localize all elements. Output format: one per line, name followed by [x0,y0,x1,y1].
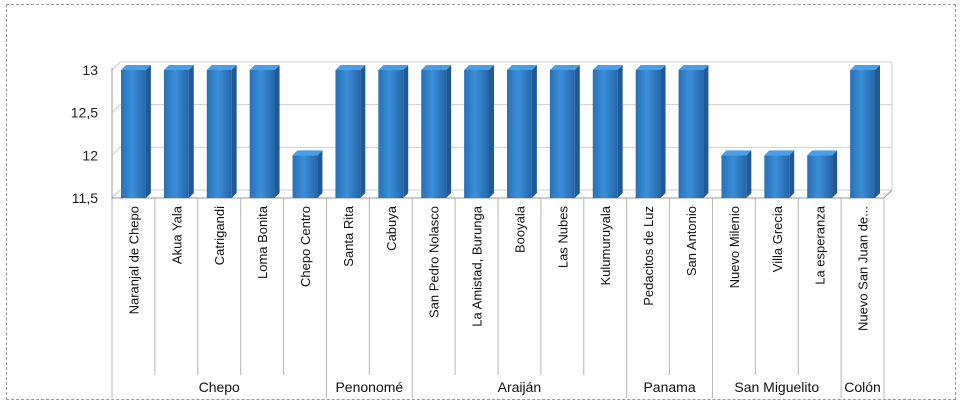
bar-side [145,65,151,198]
bar-top [378,65,409,70]
bar-side [531,65,537,198]
bar-side [660,65,666,198]
category-label: La esperanza [813,205,828,285]
bar [507,70,532,198]
bar-side [488,65,494,198]
bar [549,70,575,198]
y-tick-label: 12 [82,147,98,163]
group-label: San Miguelito [734,379,819,395]
group-label: Penonomé [335,379,403,395]
bar-top [163,65,194,70]
bar-side [789,150,795,198]
category-label: Santa Rita [341,205,356,266]
bar-side [360,65,366,198]
bar-top [206,65,237,70]
bar-side [874,65,880,198]
category-label: Catrigandi [212,206,227,265]
bar-side [832,150,838,198]
group-label: Chepo [199,379,240,395]
bar [721,155,747,198]
category-label: Loma Bonita [255,205,270,279]
category-label: Las Nubes [555,206,570,269]
bar [378,70,404,198]
bar-top [121,65,151,70]
category-label: Akua Yala [169,205,184,264]
bar-top [507,65,537,70]
bar-top [764,150,795,156]
chart-frame [6,4,956,400]
bar [292,155,318,198]
y-tick-label: 11,5 [72,190,98,206]
category-label: Villa Grecia [770,205,785,272]
bar-top [464,65,494,70]
bar-top [249,65,280,70]
bar-top [635,65,666,70]
bar-top [549,65,580,70]
bar [807,155,833,198]
group-label: Panama [643,379,695,395]
group-label: Colón [844,379,881,395]
bar-side [746,150,752,198]
category-label: Chepo Centro [298,206,313,287]
category-label: Kulumuruyala [598,205,613,285]
gridline-slant [111,61,121,71]
bar [678,70,704,198]
category-label: La Amistad, Burunga [470,205,485,326]
bar-top [592,65,623,70]
bar-top [850,65,880,70]
bar-top [678,65,709,70]
y-tick-label: 13 [82,62,98,78]
y-tick-label: 12,5 [71,105,98,121]
bar [206,70,232,198]
bar [249,70,275,198]
category-label: Naranjal de Chepo [126,206,141,314]
gridline-slant [111,104,121,114]
category-label: Nuevo San Juan de... [856,206,871,331]
bar [335,70,361,198]
bar [592,70,618,198]
bar-side [446,65,452,198]
category-label: Cabuya [384,205,399,251]
bar-top [292,150,323,156]
bar [121,70,146,198]
bar-side [403,65,409,198]
bar [421,70,447,198]
bar-side [703,65,709,198]
bar-top [421,65,452,70]
category-label: San Antonio [684,206,699,276]
bar-side [617,65,623,198]
bar-side [317,150,323,198]
bar [635,70,661,198]
category-label: Nuevo Milenio [727,206,742,288]
bar-side [574,65,580,198]
bar [464,70,489,198]
bar [764,155,790,198]
gridline-slant [111,189,121,199]
category-label: Pedacitos de Luz [641,206,656,306]
bar-side [188,65,194,198]
bar [163,70,189,198]
group-label: Araiján [498,379,542,395]
bar-side [274,65,280,198]
category-label: San Pedro Nolasco [427,206,442,318]
bar-top [721,150,752,156]
bar-top [807,150,838,156]
bar-side [231,65,237,198]
bar [850,70,875,198]
bar-top [335,65,366,70]
gridline-slant [111,146,121,156]
floor-edge [883,189,893,199]
category-label: Booyala [512,205,527,253]
